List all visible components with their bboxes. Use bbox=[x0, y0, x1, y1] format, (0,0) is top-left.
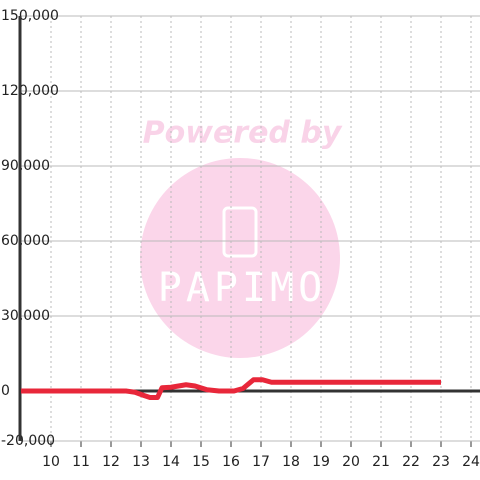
x-tick-label: 18 bbox=[282, 454, 300, 470]
x-tick-label: 24 bbox=[462, 454, 480, 470]
x-tick-label: 22 bbox=[402, 454, 420, 470]
x-tick-label: 14 bbox=[162, 454, 180, 470]
x-tick-label: 16 bbox=[222, 454, 240, 470]
x-tick-label: 23 bbox=[432, 454, 450, 470]
watermark-text: Powered by bbox=[143, 116, 343, 151]
watermark-logo bbox=[140, 158, 340, 358]
y-tick-label: 120,000 bbox=[1, 83, 59, 99]
x-tick-label: 15 bbox=[192, 454, 210, 470]
x-tick-label: 17 bbox=[252, 454, 270, 470]
x-tick-label: 11 bbox=[72, 454, 90, 470]
y-tick-label: 0 bbox=[1, 383, 10, 399]
x-tick-label: 12 bbox=[102, 454, 120, 470]
y-tick-label: 60,000 bbox=[1, 233, 50, 249]
y-tick-label: -20,000 bbox=[1, 433, 55, 449]
x-tick-label: 13 bbox=[132, 454, 150, 470]
y-tick-label: 150,000 bbox=[1, 8, 59, 24]
x-tick-label: 21 bbox=[372, 454, 390, 470]
y-tick-label: 90,000 bbox=[1, 158, 50, 174]
y-tick-label: 30,000 bbox=[1, 308, 50, 324]
x-tick-label: 19 bbox=[312, 454, 330, 470]
watermark-phone bbox=[222, 206, 258, 258]
watermark-text: PAPIMO bbox=[158, 265, 327, 311]
x-tick-label: 10 bbox=[42, 454, 60, 470]
x-tick-label: 20 bbox=[342, 454, 360, 470]
line bbox=[21, 377, 441, 400]
